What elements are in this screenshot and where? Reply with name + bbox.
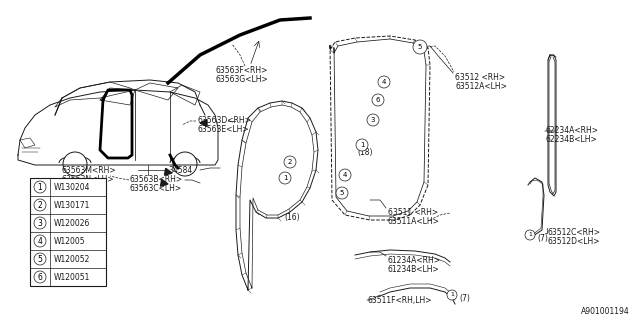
Text: 63512 <RH>: 63512 <RH> — [455, 73, 505, 82]
Circle shape — [447, 290, 457, 300]
Text: 4: 4 — [38, 236, 42, 245]
Text: 1: 1 — [38, 182, 42, 191]
Text: 62234A<RH>: 62234A<RH> — [546, 126, 599, 135]
Circle shape — [173, 152, 197, 176]
Text: 5: 5 — [38, 254, 42, 263]
Text: 63563E<LH>: 63563E<LH> — [197, 125, 248, 134]
Circle shape — [367, 114, 379, 126]
Text: 2: 2 — [288, 159, 292, 165]
Text: 61234A<RH>: 61234A<RH> — [388, 256, 441, 265]
Text: 63512D<LH>: 63512D<LH> — [548, 237, 600, 246]
Text: 63563F<RH>: 63563F<RH> — [215, 66, 268, 75]
Text: 1: 1 — [283, 175, 287, 181]
Text: 63563D<RH>: 63563D<RH> — [197, 116, 251, 125]
Text: W130171: W130171 — [54, 201, 90, 210]
Circle shape — [356, 139, 368, 151]
Text: 63563G<LH>: 63563G<LH> — [215, 75, 268, 84]
Circle shape — [378, 76, 390, 88]
Text: W120052: W120052 — [54, 254, 90, 263]
Text: 2: 2 — [38, 201, 42, 210]
Circle shape — [339, 169, 351, 181]
Circle shape — [34, 271, 46, 283]
Bar — [30, 178, 106, 286]
Text: 62234B<LH>: 62234B<LH> — [546, 135, 598, 144]
Circle shape — [413, 40, 427, 54]
Polygon shape — [161, 179, 168, 186]
Polygon shape — [164, 168, 172, 175]
Text: W120026: W120026 — [54, 219, 90, 228]
Text: 1: 1 — [528, 233, 532, 237]
Text: A901001194: A901001194 — [581, 307, 630, 316]
Text: 63563N<LH>: 63563N<LH> — [62, 175, 115, 184]
Text: W12005: W12005 — [54, 236, 86, 245]
Circle shape — [34, 199, 46, 211]
Text: 63511 <RH>: 63511 <RH> — [388, 208, 438, 217]
Text: 63512A<LH>: 63512A<LH> — [455, 82, 507, 91]
Text: 3: 3 — [38, 219, 42, 228]
Text: (18): (18) — [357, 148, 372, 157]
Text: 63563B<RH>: 63563B<RH> — [130, 175, 183, 184]
Text: 4: 4 — [343, 172, 347, 178]
Text: 1: 1 — [450, 292, 454, 298]
Text: 6: 6 — [376, 97, 380, 103]
Circle shape — [34, 217, 46, 229]
Text: (16): (16) — [284, 213, 300, 222]
Text: 61234B<LH>: 61234B<LH> — [388, 265, 440, 274]
Circle shape — [34, 181, 46, 193]
Text: W120051: W120051 — [54, 273, 90, 282]
Text: (7): (7) — [537, 234, 548, 243]
Circle shape — [34, 253, 46, 265]
Text: 63511F<RH,LH>: 63511F<RH,LH> — [368, 296, 433, 305]
Text: W130204: W130204 — [54, 182, 90, 191]
Circle shape — [372, 94, 384, 106]
Text: 6: 6 — [38, 273, 42, 282]
Polygon shape — [200, 119, 207, 126]
Circle shape — [279, 172, 291, 184]
Circle shape — [336, 187, 348, 199]
Text: 63563M<RH>: 63563M<RH> — [62, 166, 116, 175]
Circle shape — [525, 230, 535, 240]
Text: 1: 1 — [360, 142, 364, 148]
Circle shape — [34, 235, 46, 247]
Text: 63563C<LH>: 63563C<LH> — [130, 184, 182, 193]
Text: 63512C<RH>: 63512C<RH> — [548, 228, 601, 237]
Circle shape — [63, 152, 87, 176]
Text: (7): (7) — [459, 293, 470, 302]
Text: 63511A<LH>: 63511A<LH> — [388, 217, 440, 226]
Text: 5: 5 — [340, 190, 344, 196]
Text: 3: 3 — [371, 117, 375, 123]
Circle shape — [284, 156, 296, 168]
Text: 4: 4 — [382, 79, 386, 85]
Text: 34584: 34584 — [168, 166, 192, 175]
Text: 5: 5 — [418, 44, 422, 50]
